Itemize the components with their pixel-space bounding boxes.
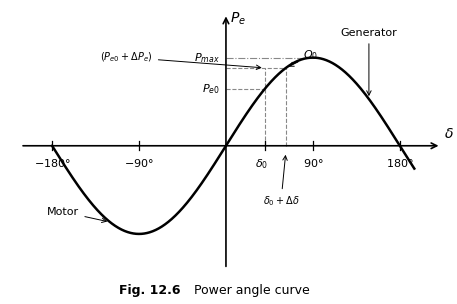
Text: $\delta$: $\delta$ [444, 127, 454, 141]
Text: $Q_0$: $Q_0$ [289, 49, 319, 66]
Text: $\delta_0+\Delta\delta$: $\delta_0+\Delta\delta$ [263, 156, 299, 208]
Text: $180°$: $180°$ [386, 157, 414, 169]
Text: $P_e$: $P_e$ [230, 11, 246, 27]
Text: $-180°$: $-180°$ [33, 157, 71, 169]
Text: $-90°$: $-90°$ [124, 157, 154, 169]
Text: Motor: Motor [47, 207, 106, 223]
Text: Power angle curve: Power angle curve [182, 284, 310, 297]
Text: $P_{e0}$: $P_{e0}$ [202, 82, 220, 96]
Text: $90°$: $90°$ [303, 157, 323, 169]
Text: $\delta_0$: $\delta_0$ [255, 157, 268, 171]
Text: $(P_{e0}+\Delta P_e)$: $(P_{e0}+\Delta P_e)$ [101, 50, 261, 70]
Text: $P_{max}$: $P_{max}$ [194, 51, 220, 64]
Text: Generator: Generator [340, 28, 397, 95]
Text: Fig. 12.6: Fig. 12.6 [119, 284, 181, 297]
